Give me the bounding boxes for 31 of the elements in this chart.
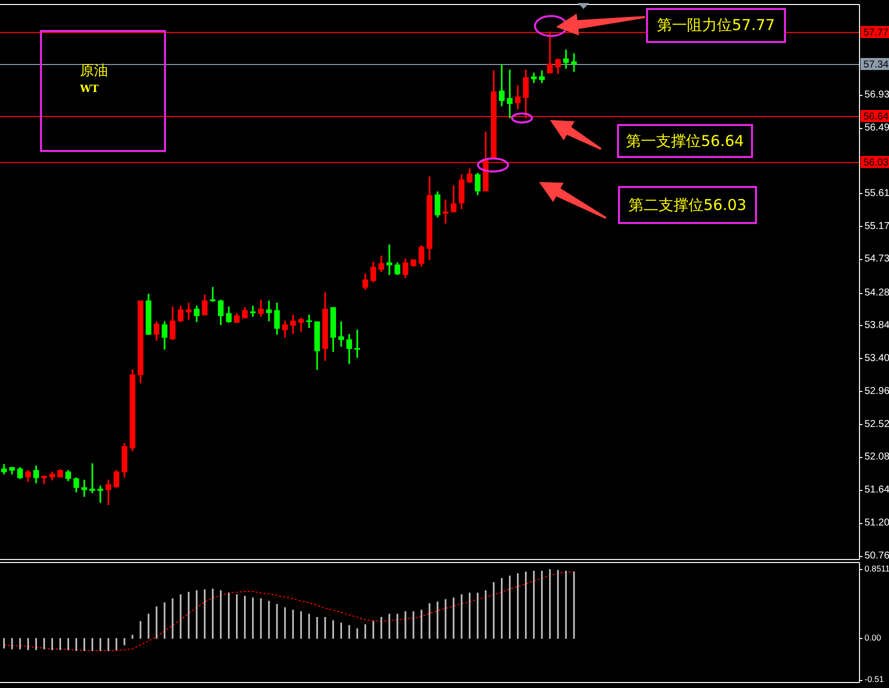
line-series xyxy=(4,571,575,652)
y-tick-label: 50.76 xyxy=(864,550,889,562)
y-tick-label: 56.49 xyxy=(864,122,889,134)
y-tick-label: -0.51 xyxy=(864,674,884,684)
ref-line-label: 56.03 xyxy=(864,157,889,168)
y-tick-label: 55.17 xyxy=(864,220,889,232)
text: WT xyxy=(80,84,99,95)
annotation: 第二支撑位56.03 xyxy=(618,186,757,224)
y-tick-label: 51.64 xyxy=(864,484,889,496)
y-tick-label: 51.20 xyxy=(864,517,889,528)
candlestick xyxy=(571,53,577,72)
y-tick-label: 56.93 xyxy=(864,89,889,100)
y-tick-label: 53.40 xyxy=(864,353,889,364)
text: 原油 xyxy=(80,63,108,79)
ref-line-label: 57.77 xyxy=(864,27,889,38)
y-tick-label: 0.00 xyxy=(864,632,882,643)
ref-line-label: 57.34 xyxy=(864,59,889,70)
y-tick-label: 54.73 xyxy=(864,254,889,265)
ref-line-label: 56.64 xyxy=(864,111,889,122)
y-tick-label: 52.08 xyxy=(864,452,889,463)
y-tick-label: 54.28 xyxy=(864,287,889,298)
candlestick xyxy=(442,200,448,224)
annotation: 第一阻力位57.77 xyxy=(646,8,786,43)
y-tick-label: 52.52 xyxy=(864,418,889,430)
annotation: 第一支撑位56.64 xyxy=(617,124,753,158)
candlestick xyxy=(563,49,569,69)
y-tick-label: 55.61 xyxy=(864,188,889,199)
y-tick-label: 52.96 xyxy=(864,386,889,397)
y-tick-label: 53.84 xyxy=(864,320,889,332)
candlestick xyxy=(266,300,272,322)
candlestick xyxy=(306,314,312,328)
